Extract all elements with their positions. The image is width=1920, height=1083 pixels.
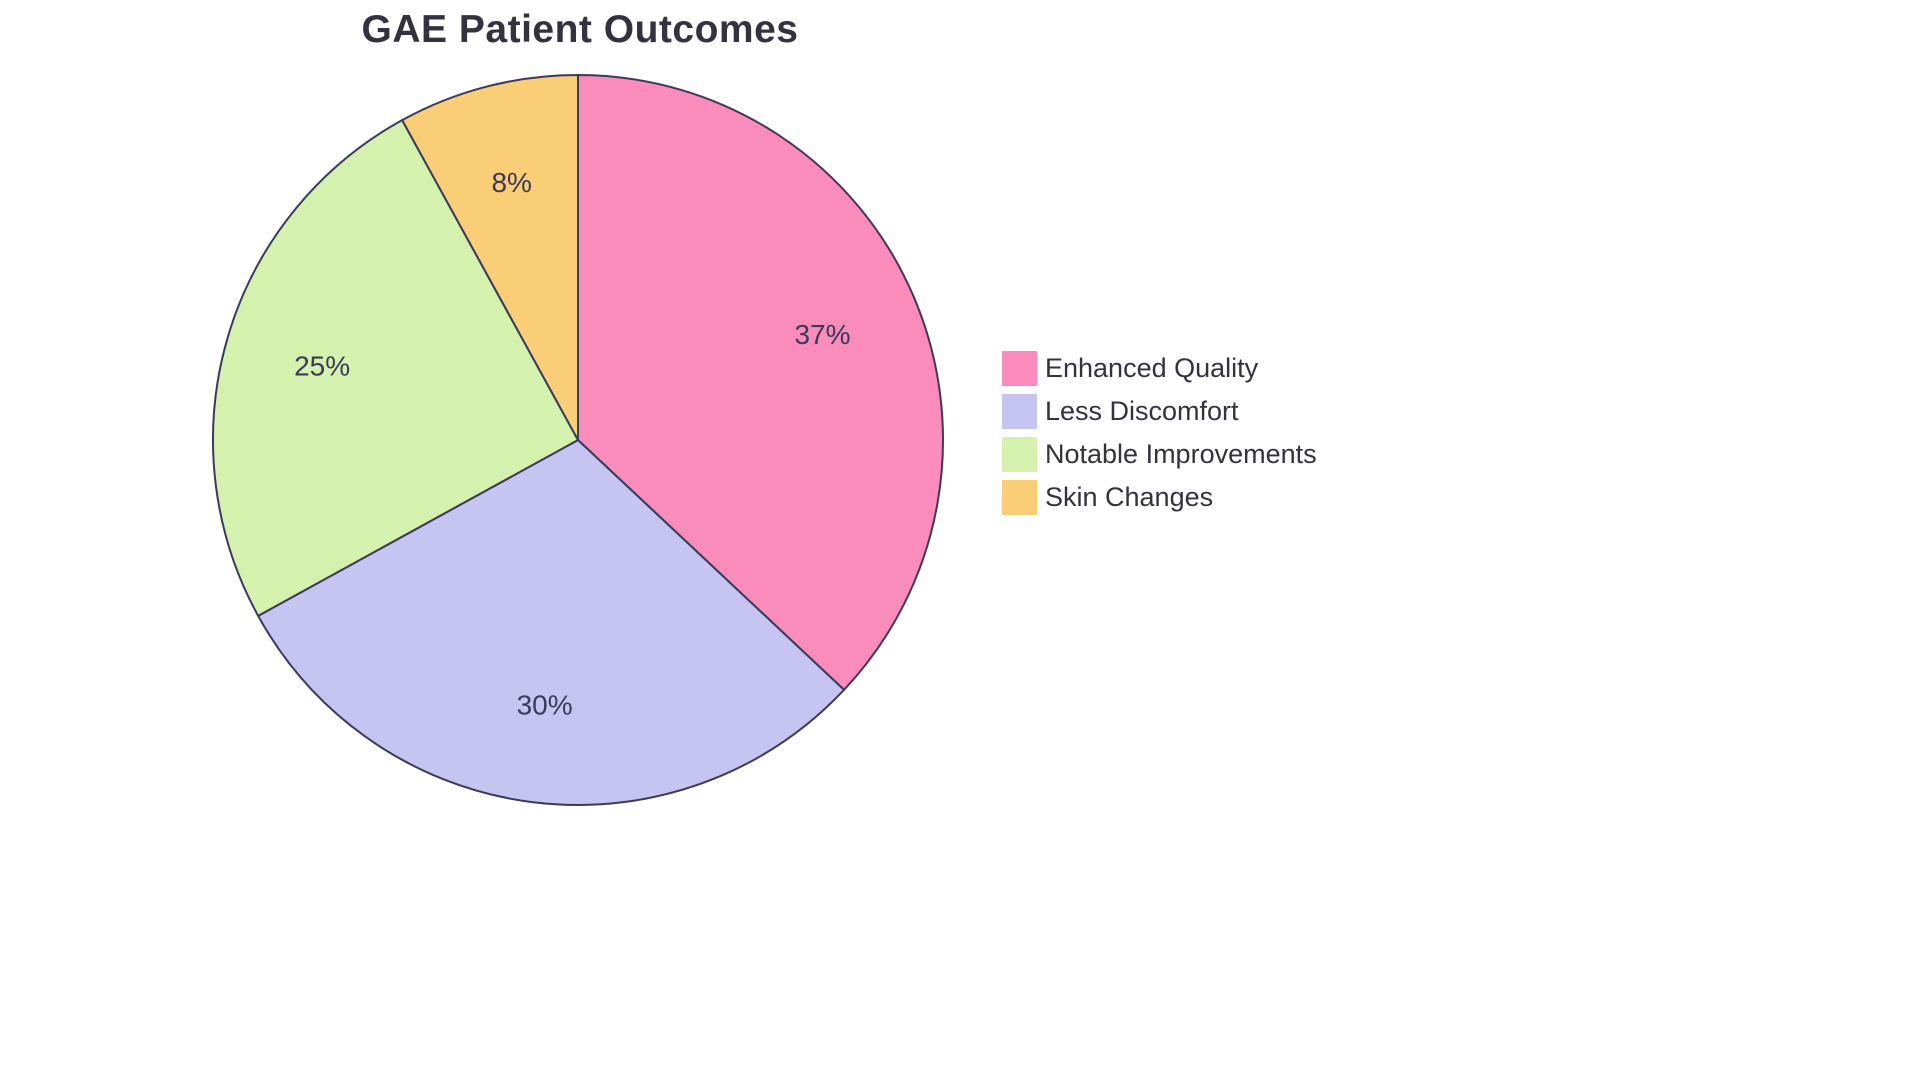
pie-slice-2 [212,119,579,617]
pie-slice-3 [401,74,579,441]
legend-item: Less Discomfort [1002,394,1317,429]
pie-slice-0 [577,74,944,691]
slice-label-3: 8% [491,167,531,198]
legend-item: Enhanced Quality [1002,351,1317,386]
chart-title: GAE Patient Outcomes [361,8,799,51]
legend-label: Less Discomfort [1045,396,1239,426]
legend-label: Enhanced Quality [1045,353,1259,383]
slice-label-1: 30% [517,689,573,720]
legend-swatch [1002,394,1037,429]
legend-swatch [1002,351,1037,386]
legend-label: Notable Improvements [1045,439,1317,469]
slice-label-2: 25% [294,351,350,382]
legend-label: Skin Changes [1045,482,1214,512]
legend-swatch [1002,480,1037,515]
pie-slice-1 [257,439,846,806]
legend-item: Notable Improvements [1002,437,1317,472]
legend-swatch [1002,437,1037,472]
legend-item: Skin Changes [1002,480,1317,515]
slice-label-0: 37% [794,319,850,350]
legend: Enhanced Quality Less Discomfort Notable… [1002,351,1317,515]
